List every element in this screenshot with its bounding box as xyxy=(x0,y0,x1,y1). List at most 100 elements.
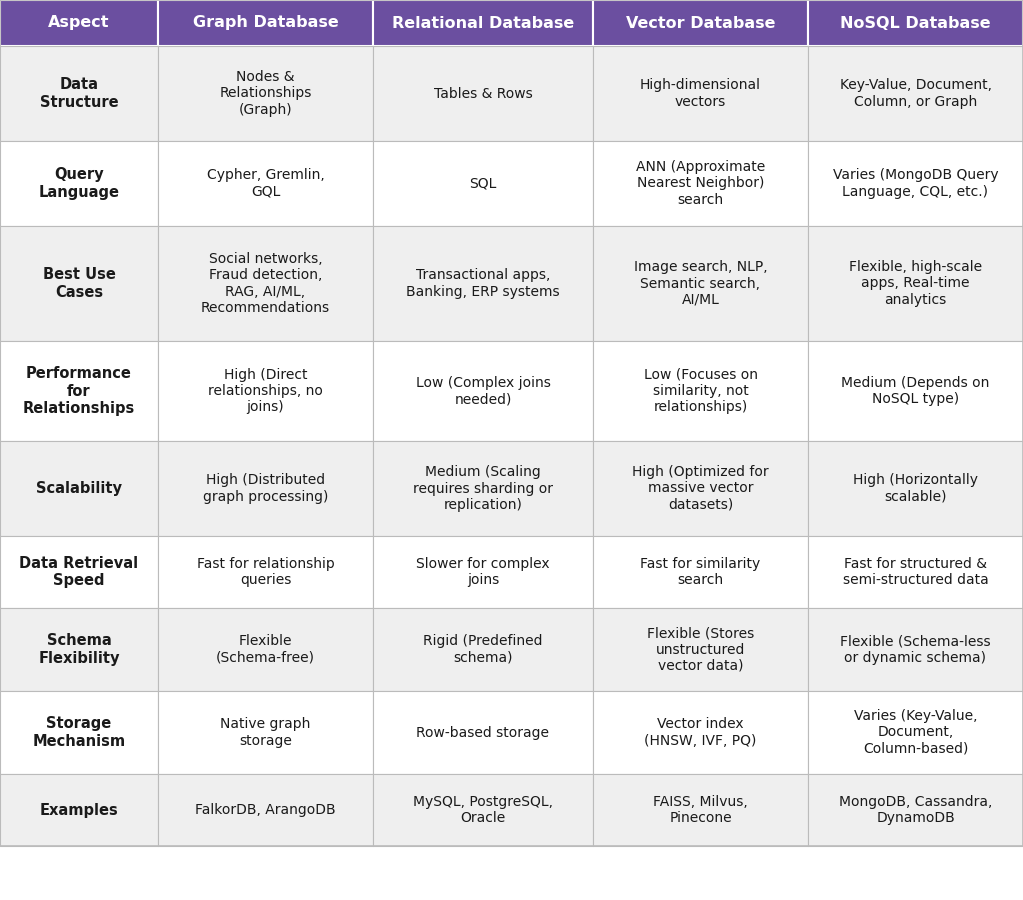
Text: Image search, NLP,
Semantic search,
AI/ML: Image search, NLP, Semantic search, AI/M… xyxy=(633,260,767,307)
Bar xyxy=(808,441,1023,536)
Bar xyxy=(0,341,158,441)
Text: Performance
for
Relationships: Performance for Relationships xyxy=(23,366,135,416)
Bar xyxy=(373,141,593,226)
Bar xyxy=(593,226,808,341)
Bar xyxy=(158,774,373,846)
Text: Cypher, Gremlin,
GQL: Cypher, Gremlin, GQL xyxy=(207,168,324,199)
Text: High (Optimized for
massive vector
datasets): High (Optimized for massive vector datas… xyxy=(632,465,769,512)
Text: Fast for relationship
queries: Fast for relationship queries xyxy=(196,557,335,587)
Text: Low (Focuses on
similarity, not
relationships): Low (Focuses on similarity, not relation… xyxy=(643,368,757,414)
Bar xyxy=(158,141,373,226)
Text: Varies (MongoDB Query
Language, CQL, etc.): Varies (MongoDB Query Language, CQL, etc… xyxy=(833,168,998,199)
Bar xyxy=(158,608,373,691)
Text: Social networks,
Fraud detection,
RAG, AI/ML,
Recommendations: Social networks, Fraud detection, RAG, A… xyxy=(201,252,330,315)
Text: FalkorDB, ArangoDB: FalkorDB, ArangoDB xyxy=(195,803,336,817)
Text: Native graph
storage: Native graph storage xyxy=(220,717,311,748)
Text: Rigid (Predefined
schema): Rigid (Predefined schema) xyxy=(424,634,543,664)
Bar xyxy=(0,441,158,536)
Text: Flexible
(Schema-free): Flexible (Schema-free) xyxy=(216,634,315,664)
Bar xyxy=(593,141,808,226)
Bar xyxy=(373,226,593,341)
Bar xyxy=(593,774,808,846)
Bar xyxy=(373,691,593,774)
Text: Low (Complex joins
needed): Low (Complex joins needed) xyxy=(415,376,550,406)
Bar xyxy=(373,536,593,608)
Bar xyxy=(373,46,593,141)
Bar xyxy=(0,536,158,608)
Text: ANN (Approximate
Nearest Neighbor)
search: ANN (Approximate Nearest Neighbor) searc… xyxy=(636,160,765,207)
Text: Flexible (Stores
unstructured
vector data): Flexible (Stores unstructured vector dat… xyxy=(647,626,754,672)
Bar xyxy=(593,441,808,536)
Bar xyxy=(593,341,808,441)
Bar xyxy=(373,774,593,846)
Bar xyxy=(593,0,808,46)
Bar xyxy=(0,774,158,846)
Text: SQL: SQL xyxy=(470,176,497,191)
Text: Tables & Rows: Tables & Rows xyxy=(434,86,532,101)
Bar xyxy=(593,608,808,691)
Bar xyxy=(373,608,593,691)
Bar xyxy=(0,691,158,774)
Bar xyxy=(808,341,1023,441)
Text: Data
Structure: Data Structure xyxy=(40,77,119,110)
Text: Relational Database: Relational Database xyxy=(392,15,574,31)
Bar xyxy=(808,608,1023,691)
Text: Fast for structured &
semi-structured data: Fast for structured & semi-structured da… xyxy=(843,557,988,587)
Text: MongoDB, Cassandra,
DynamoDB: MongoDB, Cassandra, DynamoDB xyxy=(839,795,992,825)
Bar xyxy=(373,0,593,46)
Bar xyxy=(373,341,593,441)
Text: High (Distributed
graph processing): High (Distributed graph processing) xyxy=(203,473,328,504)
Bar xyxy=(0,608,158,691)
Text: MySQL, PostgreSQL,
Oracle: MySQL, PostgreSQL, Oracle xyxy=(413,795,553,825)
Bar xyxy=(158,46,373,141)
Text: High (Direct
relationships, no
joins): High (Direct relationships, no joins) xyxy=(208,368,323,414)
Text: Vector index
(HNSW, IVF, PQ): Vector index (HNSW, IVF, PQ) xyxy=(644,717,757,748)
Bar xyxy=(158,536,373,608)
Text: NoSQL Database: NoSQL Database xyxy=(840,15,991,31)
Bar xyxy=(808,774,1023,846)
Bar xyxy=(158,691,373,774)
Text: High-dimensional
vectors: High-dimensional vectors xyxy=(640,78,761,109)
Bar xyxy=(0,0,158,46)
Text: Vector Database: Vector Database xyxy=(626,15,775,31)
Bar xyxy=(0,226,158,341)
Text: Examples: Examples xyxy=(40,803,119,817)
Text: Query
Language: Query Language xyxy=(39,167,120,200)
Text: High (Horizontally
scalable): High (Horizontally scalable) xyxy=(853,473,978,504)
Bar xyxy=(808,46,1023,141)
Text: Aspect: Aspect xyxy=(48,15,109,31)
Bar xyxy=(158,341,373,441)
Text: Best Use
Cases: Best Use Cases xyxy=(43,267,116,300)
Bar xyxy=(593,536,808,608)
Text: Storage
Mechanism: Storage Mechanism xyxy=(33,716,126,749)
Bar xyxy=(158,441,373,536)
Text: Graph Database: Graph Database xyxy=(192,15,339,31)
Bar xyxy=(158,0,373,46)
Text: Scalability: Scalability xyxy=(36,481,122,496)
Bar xyxy=(808,141,1023,226)
Text: Transactional apps,
Banking, ERP systems: Transactional apps, Banking, ERP systems xyxy=(406,268,560,299)
Text: Key-Value, Document,
Column, or Graph: Key-Value, Document, Column, or Graph xyxy=(840,78,991,109)
Bar xyxy=(808,0,1023,46)
Text: Nodes &
Relationships
(Graph): Nodes & Relationships (Graph) xyxy=(219,70,312,117)
Text: FAISS, Milvus,
Pinecone: FAISS, Milvus, Pinecone xyxy=(653,795,748,825)
Bar xyxy=(808,691,1023,774)
Text: Medium (Scaling
requires sharding or
replication): Medium (Scaling requires sharding or rep… xyxy=(413,465,553,512)
Bar xyxy=(808,536,1023,608)
Bar xyxy=(808,226,1023,341)
Bar xyxy=(158,226,373,341)
Text: Flexible (Schema-less
or dynamic schema): Flexible (Schema-less or dynamic schema) xyxy=(840,634,991,664)
Text: Fast for similarity
search: Fast for similarity search xyxy=(640,557,761,587)
Bar xyxy=(0,46,158,141)
Bar xyxy=(373,441,593,536)
Text: Medium (Depends on
NoSQL type): Medium (Depends on NoSQL type) xyxy=(841,376,989,406)
Text: Schema
Flexibility: Schema Flexibility xyxy=(38,634,120,666)
Bar xyxy=(593,46,808,141)
Bar xyxy=(593,691,808,774)
Text: Row-based storage: Row-based storage xyxy=(416,725,549,740)
Text: Varies (Key-Value,
Document,
Column-based): Varies (Key-Value, Document, Column-base… xyxy=(854,709,977,756)
Text: Data Retrieval
Speed: Data Retrieval Speed xyxy=(19,556,138,589)
Text: Flexible, high-scale
apps, Real-time
analytics: Flexible, high-scale apps, Real-time ana… xyxy=(849,260,982,307)
Bar xyxy=(0,141,158,226)
Text: Slower for complex
joins: Slower for complex joins xyxy=(416,557,549,587)
